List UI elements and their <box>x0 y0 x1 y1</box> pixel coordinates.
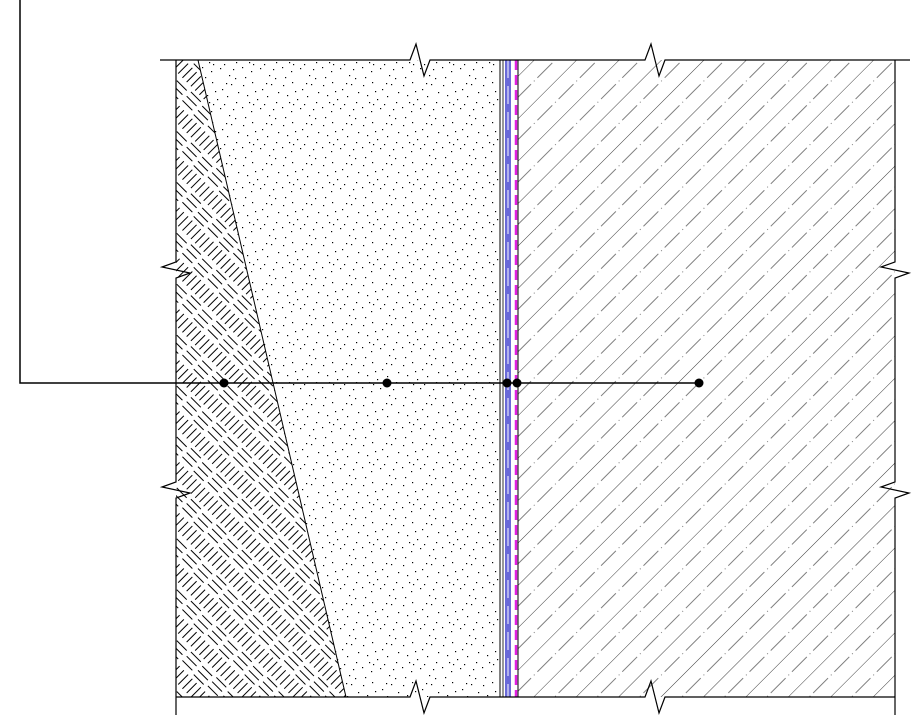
soil-hatch <box>176 60 346 697</box>
wall-hatch <box>518 60 895 697</box>
slope-line <box>197 59 347 698</box>
leader-line <box>19 0 700 384</box>
outline <box>159 41 912 716</box>
concrete-hatch <box>198 60 500 697</box>
layer-gray <box>502 60 504 697</box>
leader-dots <box>219 378 704 388</box>
